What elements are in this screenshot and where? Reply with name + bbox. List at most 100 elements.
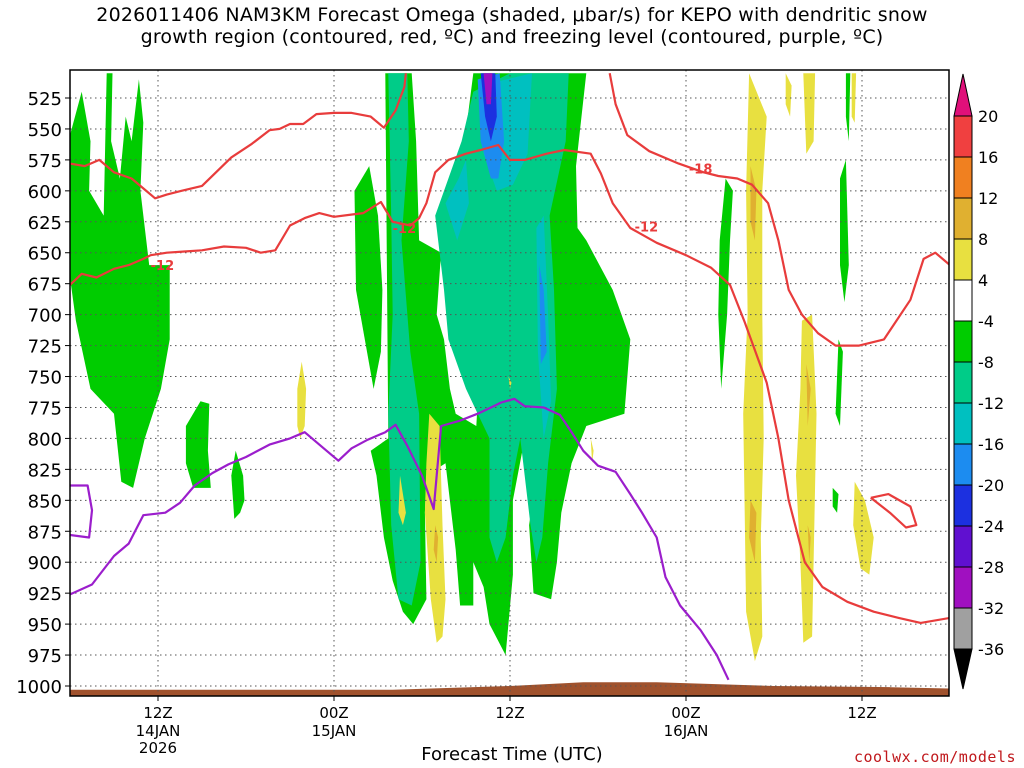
y-tick-label-15: 900	[28, 553, 62, 574]
colorbar-label-4: 4	[978, 271, 988, 290]
contour-0-1	[70, 143, 949, 625]
x-axis-label: Forecast Time (UTC)	[421, 744, 603, 765]
omega-region-5	[388, 73, 421, 606]
omega-region-33	[807, 525, 811, 563]
credit-text: coolwx.com/models	[853, 748, 1016, 766]
y-tick-label-16: 925	[28, 584, 62, 605]
x-tick-sublabel-0: 14JAN	[136, 722, 181, 740]
colorbar-bin-5	[953, 320, 973, 363]
omega-region-27	[803, 73, 816, 154]
y-tick-label-19: 1000	[16, 677, 62, 698]
axes: 525 550 575 600 625 650 675 700 725 750 775 800 825 8…	[16, 89, 877, 757]
omega-region-3	[354, 166, 383, 389]
colorbar-bin-6	[953, 361, 973, 404]
y-tick-label-10: 775	[28, 398, 62, 419]
contour-1-1	[70, 484, 94, 539]
contour-0-0	[70, 73, 407, 200]
colorbar-bin-7	[953, 402, 973, 445]
omega-region-21	[398, 475, 406, 526]
y-tick-label-13: 850	[28, 491, 62, 512]
x-tick-label-4: 12Z	[847, 704, 876, 722]
omega-region-22	[508, 376, 512, 389]
omega-region-11	[539, 265, 547, 365]
colorbar-label-0: 20	[978, 107, 998, 126]
x-tick-sublabel-3: 16JAN	[664, 722, 709, 740]
contour-label-2: -12	[635, 221, 659, 236]
colorbar-label-10: -24	[978, 517, 1004, 536]
omega-region-26	[796, 314, 817, 643]
colorbar-label-7: -12	[978, 394, 1004, 413]
colorbar-bin-9	[953, 484, 973, 527]
y-tick-label-12: 825	[28, 460, 62, 481]
contour-0-2	[608, 72, 949, 347]
omega-region-34	[433, 525, 439, 563]
colorbar-bottom-triangle	[953, 648, 973, 690]
colorbar-bin-1	[953, 156, 973, 199]
contour-label-1: -12	[393, 222, 417, 237]
omega-region-6	[435, 73, 569, 563]
x-tick-label-1: 00Z	[319, 704, 348, 722]
y-tick-label-17: 950	[28, 615, 62, 636]
colorbar-bin-8	[953, 443, 973, 486]
x-tick-label-0: 12Z	[143, 704, 172, 722]
omega-region-23	[590, 438, 594, 464]
omega-region-29	[853, 481, 874, 575]
chart-title-line1: 2026011406 NAM3KM Forecast Omega (shaded…	[96, 4, 928, 26]
contour-label-3: -18	[689, 163, 713, 178]
x-tick-label-2: 12Z	[495, 704, 524, 722]
omega-region-25	[785, 73, 792, 117]
omega-region-19	[297, 361, 307, 439]
colorbar-label-6: -8	[978, 353, 994, 372]
y-tick-label-6: 675	[28, 275, 62, 296]
omega-region-13	[483, 73, 493, 105]
colorbar-bin-3	[953, 238, 973, 281]
colorbar-label-2: 12	[978, 189, 998, 208]
colorbar-label-9: -20	[978, 476, 1004, 495]
colorbar-bin-4	[953, 279, 973, 322]
colorbar-label-3: 8	[978, 230, 988, 249]
colorbar-bin-0	[953, 115, 973, 158]
y-tick-label-1: 550	[28, 120, 62, 141]
colorbar-label-5: -4	[978, 312, 994, 331]
colorbar-label-13: -36	[978, 640, 1004, 659]
x-tick-year-0: 2026	[139, 739, 177, 757]
omega-region-32	[806, 364, 811, 426]
colorbar-bin-10	[953, 525, 973, 568]
chart-title: 2026011406 NAM3KM Forecast Omega (shaded…	[0, 4, 1024, 48]
y-tick-label-11: 800	[28, 429, 62, 450]
y-tick-label-18: 975	[28, 646, 62, 667]
omega-region-7	[445, 159, 469, 241]
y-tick-label-4: 625	[28, 213, 62, 234]
colorbar-bin-2	[953, 197, 973, 240]
omega-region-16	[840, 159, 849, 303]
plot-area	[70, 73, 949, 696]
omega-region-24	[743, 73, 767, 662]
colorbar: 20 16 12 8 4 -4 -8 -12 -16 -20 -24 -28 -32 -36	[953, 73, 1004, 690]
colorbar-bin-11	[953, 566, 973, 609]
contour-1-0	[70, 397, 730, 681]
contours: -12 -12 -12 -18	[70, 72, 949, 681]
y-tick-label-5: 650	[28, 244, 62, 265]
omega-region-0	[70, 73, 170, 488]
y-tick-label-9: 750	[28, 368, 62, 389]
y-tick-label-7: 700	[28, 306, 62, 327]
chart-title-line2: growth region (contoured, red, ºC) and f…	[140, 26, 884, 48]
x-tick-label-3: 00Z	[671, 704, 700, 722]
y-tick-label-3: 600	[28, 182, 62, 203]
contour-0-3	[870, 493, 918, 529]
y-tick-label-2: 575	[28, 151, 62, 172]
colorbar-label-11: -28	[978, 558, 1004, 577]
contour-label-0: -12	[151, 259, 175, 274]
colorbar-label-12: -32	[978, 599, 1004, 618]
colorbar-label-1: 16	[978, 148, 998, 167]
omega-region-12	[480, 73, 497, 142]
colorbar-bin-12	[953, 607, 973, 650]
omega-region-15	[835, 339, 843, 426]
omega-region-31	[749, 500, 757, 563]
y-tick-label-14: 875	[28, 522, 62, 543]
y-tick-label-0: 525	[28, 89, 62, 110]
colorbar-label-8: -16	[978, 435, 1004, 454]
terrain	[70, 682, 949, 696]
y-tick-label-8: 725	[28, 337, 62, 358]
